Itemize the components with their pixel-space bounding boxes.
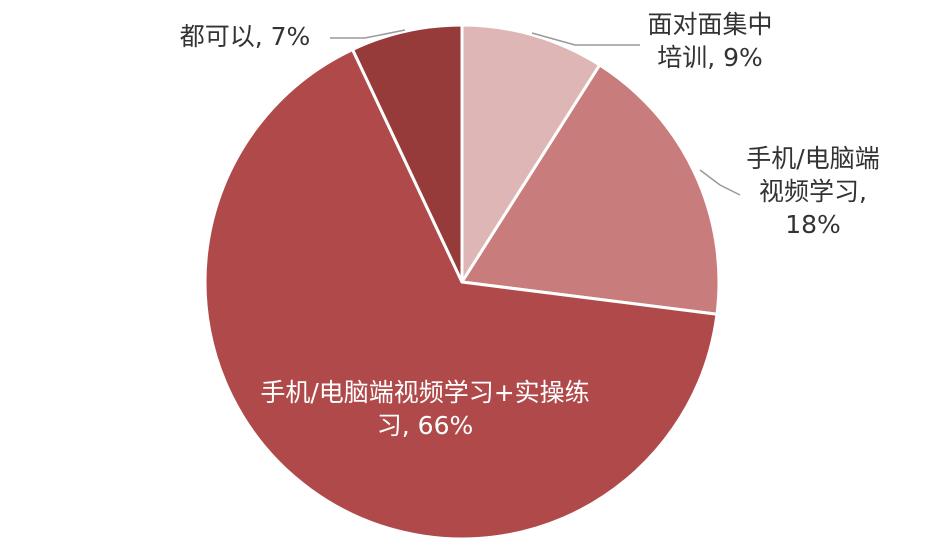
value-label: , 66% xyxy=(401,411,474,440)
leader-line xyxy=(699,169,741,196)
leader-line xyxy=(330,29,406,39)
pie-slice xyxy=(460,23,602,288)
pie-slice xyxy=(459,62,721,316)
slice-label: 都可以, 7% xyxy=(150,20,340,53)
category-label: 手机/电脑端视频学习+实操练习 xyxy=(260,378,590,440)
value-label: , 9% xyxy=(707,43,763,72)
value-label: , 18% xyxy=(785,177,867,239)
leader-lines xyxy=(330,29,741,196)
leader-line xyxy=(531,32,640,46)
category-label: 面对面集中培训 xyxy=(647,10,773,72)
pie-slice xyxy=(350,23,464,283)
category-label: 手机/电脑端视频学习 xyxy=(746,144,880,206)
value-label: , 7% xyxy=(254,22,311,51)
slice-label: 手机/电脑端视频学习+实操练习, 66% xyxy=(260,376,590,442)
category-label: 都可以 xyxy=(179,22,255,51)
slice-label: 手机/电脑端视频学习, 18% xyxy=(738,142,888,241)
pie-slice xyxy=(203,47,719,541)
slice-label: 面对面集中培训, 9% xyxy=(640,8,780,74)
